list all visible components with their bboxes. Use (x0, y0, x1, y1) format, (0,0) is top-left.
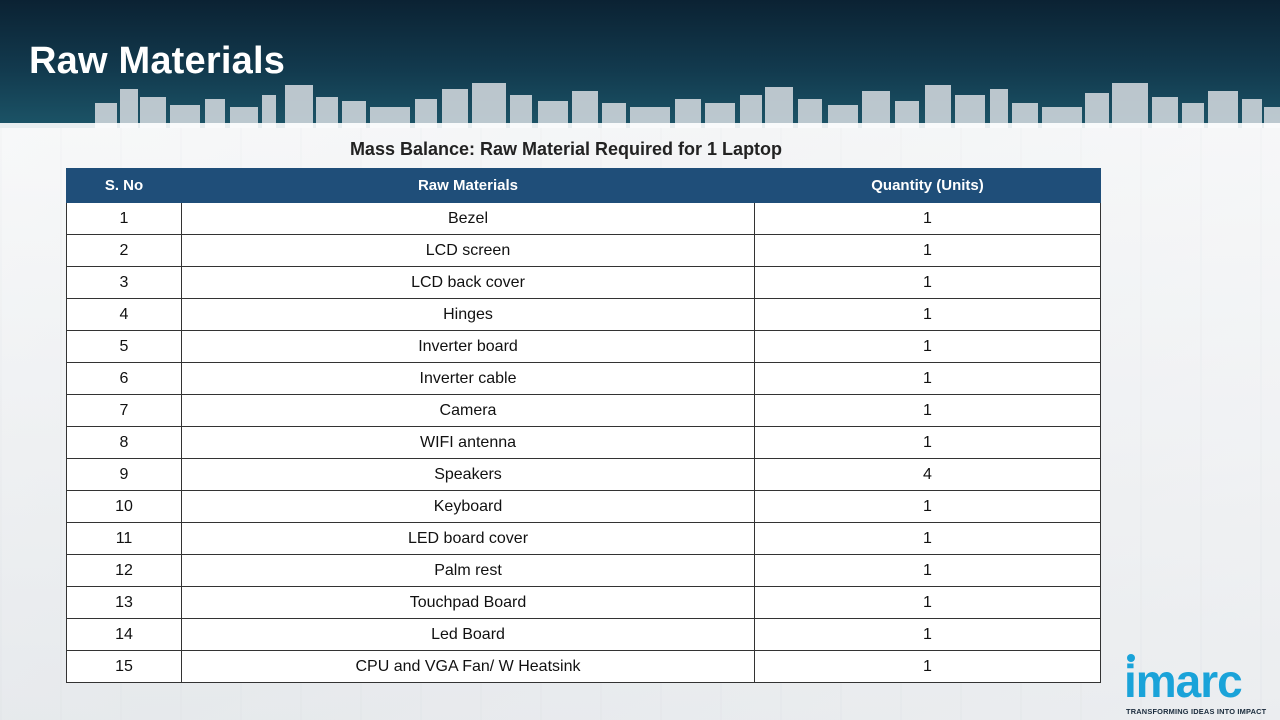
cell-material: Speakers (181, 458, 755, 491)
logo-tagline: TRANSFORMING IDEAS INTO IMPACT (1126, 707, 1267, 716)
cell-quantity: 1 (754, 330, 1101, 363)
table-row: 5 Inverter board 1 (66, 330, 1101, 363)
cell-sno: 6 (66, 362, 182, 395)
cell-material: Camera (181, 394, 755, 427)
table-row: 13 Touchpad Board 1 (66, 586, 1101, 619)
cell-quantity: 1 (754, 362, 1101, 395)
cell-sno: 12 (66, 554, 182, 587)
logo-wordmark: imarc (1124, 655, 1243, 707)
table-row: 12 Palm rest 1 (66, 554, 1101, 587)
cell-material: Bezel (181, 202, 755, 235)
cell-sno: 7 (66, 394, 182, 427)
cell-material: CPU and VGA Fan/ W Heatsink (181, 650, 755, 683)
cell-quantity: 1 (754, 650, 1101, 683)
cell-material: Hinges (181, 298, 755, 331)
cell-material: LCD back cover (181, 266, 755, 299)
logo-dot-icon (1127, 654, 1135, 662)
cell-sno: 13 (66, 586, 182, 619)
cell-material: Touchpad Board (181, 586, 755, 619)
page-title: Raw Materials (29, 40, 286, 82)
table-row: 9 Speakers 4 (66, 458, 1101, 491)
table-row: 3 LCD back cover 1 (66, 266, 1101, 299)
cell-quantity: 1 (754, 522, 1101, 555)
cell-quantity: 1 (754, 554, 1101, 587)
table-row: 4 Hinges 1 (66, 298, 1101, 331)
cell-material: Inverter cable (181, 362, 755, 395)
cell-sno: 11 (66, 522, 182, 555)
column-header-sno: S. No (66, 168, 182, 203)
cell-material: Palm rest (181, 554, 755, 587)
cell-material: Led Board (181, 618, 755, 651)
city-skyline-graphic (0, 83, 1280, 128)
imarc-logo: imarc TRANSFORMING IDEAS INTO IMPACT (1124, 652, 1274, 718)
table-row: 15 CPU and VGA Fan/ W Heatsink 1 (66, 650, 1101, 683)
cell-material: LCD screen (181, 234, 755, 267)
cell-sno: 14 (66, 618, 182, 651)
cell-material: WIFI antenna (181, 426, 755, 459)
raw-materials-table: S. No Raw Materials Quantity (Units) 1 Be… (66, 168, 1101, 683)
table-row: 14 Led Board 1 (66, 618, 1101, 651)
cell-quantity: 1 (754, 298, 1101, 331)
table-row: 7 Camera 1 (66, 394, 1101, 427)
cell-quantity: 1 (754, 202, 1101, 235)
cell-material: LED board cover (181, 522, 755, 555)
cell-quantity: 1 (754, 618, 1101, 651)
cell-sno: 2 (66, 234, 182, 267)
table-row: 6 Inverter cable 1 (66, 362, 1101, 395)
cell-sno: 3 (66, 266, 182, 299)
cell-quantity: 1 (754, 266, 1101, 299)
cell-quantity: 1 (754, 394, 1101, 427)
cell-quantity: 1 (754, 490, 1101, 523)
cell-sno: 1 (66, 202, 182, 235)
table-row: 11 LED board cover 1 (66, 522, 1101, 555)
column-header-raw-materials: Raw Materials (181, 168, 755, 203)
cell-quantity: 1 (754, 234, 1101, 267)
cell-quantity: 1 (754, 586, 1101, 619)
table-row: 1 Bezel 1 (66, 202, 1101, 235)
cell-sno: 15 (66, 650, 182, 683)
cell-sno: 10 (66, 490, 182, 523)
cell-quantity: 1 (754, 426, 1101, 459)
cell-sno: 9 (66, 458, 182, 491)
table-row: 8 WIFI antenna 1 (66, 426, 1101, 459)
header-banner: Raw Materials (0, 0, 1280, 128)
table-row: 2 LCD screen 1 (66, 234, 1101, 267)
cell-quantity: 4 (754, 458, 1101, 491)
cell-material: Keyboard (181, 490, 755, 523)
cell-sno: 4 (66, 298, 182, 331)
cell-material: Inverter board (181, 330, 755, 363)
table-row: 10 Keyboard 1 (66, 490, 1101, 523)
table-caption: Mass Balance: Raw Material Required for … (349, 139, 783, 159)
table-header-row: S. No Raw Materials Quantity (Units) (66, 168, 1101, 203)
cell-sno: 5 (66, 330, 182, 363)
column-header-quantity: Quantity (Units) (754, 168, 1101, 203)
cell-sno: 8 (66, 426, 182, 459)
